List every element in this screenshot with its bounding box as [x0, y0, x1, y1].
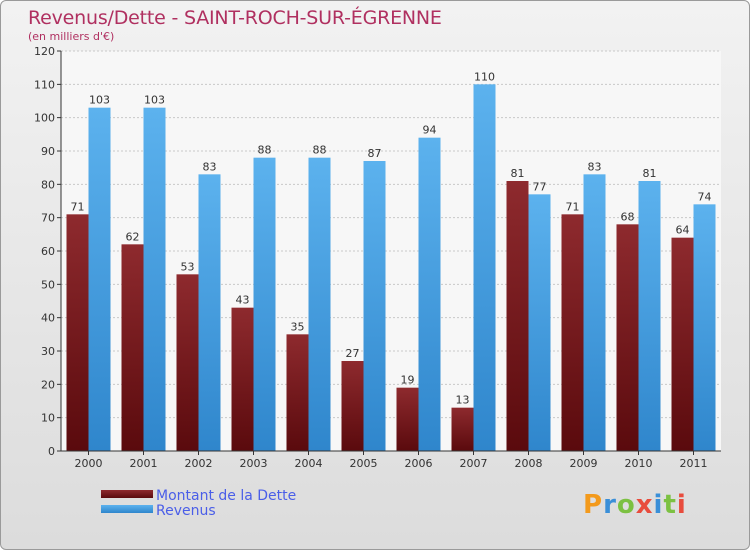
- logo-letter: i: [653, 490, 664, 520]
- bar-revenue: [308, 157, 331, 451]
- x-tick-label: 2001: [130, 457, 158, 470]
- data-label-revenue: 94: [423, 124, 437, 137]
- y-tick-label: 80: [41, 178, 55, 191]
- y-tick-label: 100: [34, 112, 55, 125]
- bar-debt: [671, 237, 694, 451]
- logo-letter: r: [603, 490, 617, 520]
- bar-debt: [121, 244, 144, 451]
- legend-swatch-revenue: [101, 505, 153, 513]
- data-label-revenue: 81: [643, 167, 657, 180]
- y-tick-label: 20: [41, 378, 55, 391]
- legend-label-revenue: Revenus: [156, 503, 216, 519]
- data-label-debt: 43: [236, 294, 250, 307]
- x-tick-label: 2004: [295, 457, 323, 470]
- data-label-debt: 19: [401, 374, 415, 387]
- x-tick-label: 2006: [405, 457, 433, 470]
- bar-debt: [396, 387, 419, 451]
- y-tick-label: 10: [41, 412, 55, 425]
- data-label-debt: 71: [566, 200, 580, 213]
- data-label-revenue: 74: [698, 190, 712, 203]
- bar-debt: [176, 274, 199, 451]
- data-label-debt: 62: [126, 230, 140, 243]
- bar-debt: [616, 224, 639, 451]
- bar-revenue: [88, 107, 111, 452]
- proxiti-logo: Proxiti: [583, 490, 687, 520]
- y-tick-label: 50: [41, 278, 55, 291]
- data-label-debt: 68: [621, 210, 635, 223]
- data-label-revenue: 87: [368, 147, 382, 160]
- x-tick-label: 2011: [680, 457, 708, 470]
- bar-debt: [506, 181, 529, 451]
- x-tick-label: 2010: [625, 457, 653, 470]
- x-tick-label: 2002: [185, 457, 213, 470]
- bar-revenue: [693, 204, 716, 451]
- bar-debt: [286, 334, 309, 451]
- data-label-debt: 64: [676, 224, 690, 237]
- y-tick-label: 0: [48, 445, 55, 458]
- bar-debt: [341, 361, 364, 451]
- data-label-revenue: 83: [588, 160, 602, 173]
- chart-subtitle: (en milliers d'€): [28, 30, 115, 43]
- bar-debt: [451, 407, 474, 451]
- bar-revenue: [583, 174, 606, 452]
- bar-revenue: [198, 174, 221, 452]
- bar-revenue: [253, 157, 276, 451]
- y-tick-label: 120: [34, 45, 55, 58]
- data-label-debt: 35: [291, 320, 305, 333]
- y-tick-label: 70: [41, 212, 55, 225]
- bar-revenue: [528, 194, 551, 452]
- data-label-revenue: 88: [313, 144, 327, 157]
- x-tick-label: 2005: [350, 457, 378, 470]
- data-label-debt: 27: [346, 347, 360, 360]
- bar-debt: [66, 214, 89, 451]
- logo-letter: t: [663, 490, 677, 520]
- y-tick-label: 90: [41, 145, 55, 158]
- legend-label-debt: Montant de la Dette: [156, 488, 296, 504]
- legend-swatch-debt: [101, 490, 153, 498]
- logo-letter: P: [583, 490, 604, 520]
- bar-debt: [561, 214, 584, 451]
- data-label-debt: 53: [181, 260, 195, 273]
- data-label-debt: 13: [456, 394, 470, 407]
- x-tick-label: 2000: [75, 457, 103, 470]
- data-label-revenue: 110: [474, 70, 495, 83]
- logo-letter: x: [635, 490, 654, 520]
- data-label-revenue: 83: [203, 160, 217, 173]
- y-tick-label: 60: [41, 245, 55, 258]
- data-label-revenue: 103: [89, 94, 110, 107]
- data-label-revenue: 103: [144, 94, 165, 107]
- data-label-revenue: 77: [533, 180, 547, 193]
- bar-debt: [231, 307, 254, 451]
- bar-revenue: [143, 107, 166, 452]
- x-tick-label: 2007: [460, 457, 488, 470]
- x-tick-label: 2008: [515, 457, 543, 470]
- bar-revenue: [473, 84, 496, 451]
- y-tick-label: 30: [41, 345, 55, 358]
- bar-revenue: [418, 137, 441, 451]
- bar-revenue: [638, 181, 661, 451]
- bar-revenue: [363, 161, 386, 451]
- logo-letter: o: [616, 490, 636, 520]
- x-tick-label: 2003: [240, 457, 268, 470]
- logo-letter: i: [676, 490, 687, 520]
- y-tick-label: 40: [41, 312, 55, 325]
- data-label-debt: 71: [71, 200, 85, 213]
- data-label-revenue: 88: [258, 144, 272, 157]
- chart-title: Revenus/Dette - SAINT-ROCH-SUR-ÉGRENNE: [28, 7, 442, 29]
- data-label-debt: 81: [511, 167, 525, 180]
- y-tick-label: 110: [34, 78, 55, 91]
- x-tick-label: 2009: [570, 457, 598, 470]
